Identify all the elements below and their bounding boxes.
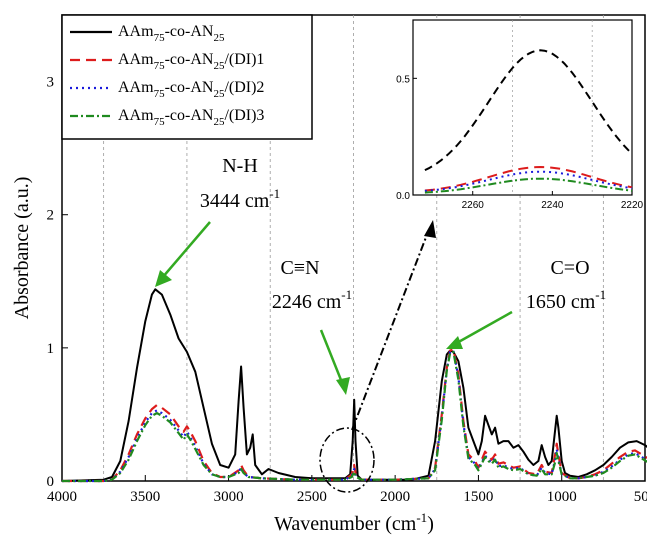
inset-series-line-3 <box>424 170 633 192</box>
annotation-cn-label: C≡N <box>280 257 319 279</box>
x-tick-label: 1000 <box>547 489 577 505</box>
inset-chart: 2260 2240 2220 0.0 0.5 <box>396 19 644 211</box>
legend-label-1: AAm75-co-AN25 <box>118 23 225 44</box>
inset-series-line-4 <box>424 177 633 194</box>
inset-x-tick-label: 2260 <box>462 200 485 211</box>
annotation-co-wavenumber: 1650 cm-1 <box>526 287 606 313</box>
series-lines <box>61 288 647 483</box>
series-line-4 <box>62 350 647 483</box>
annotation-nh: N-H 3444 cm-1 <box>155 155 280 287</box>
annotation-co-label: C=O <box>550 257 589 279</box>
annotation-co-arrow <box>454 310 513 346</box>
x-tick-label: 2500 <box>297 489 327 505</box>
inset-y-tick-label: 0.5 <box>396 74 410 85</box>
annotation-nh-label: N-H <box>222 155 258 177</box>
annotation-nh-arrow <box>161 221 211 279</box>
inset-series-line-1 <box>424 49 633 172</box>
series-line-2 <box>62 348 647 483</box>
annotation-co-arrowhead <box>446 336 463 349</box>
x-tick-label: 1500 <box>463 489 493 505</box>
zoom-arrow <box>351 231 429 431</box>
inset-y-tick-label: 0.0 <box>396 191 410 202</box>
zoom-region-ellipse <box>319 427 375 493</box>
y-tick-label: 1 <box>47 341 55 357</box>
x-axis-title: Wavenumber (cm-1) <box>274 510 434 535</box>
annotation-cn-wavenumber: 2246 cm-1 <box>272 287 352 313</box>
inset-series-line-2 <box>424 165 633 192</box>
annotation-cn-arrowhead <box>336 377 350 395</box>
x-tick-label: 500 <box>634 489 647 505</box>
annotation-nh-wavenumber: 3444 cm-1 <box>200 186 280 212</box>
inset-x-tick-label: 2240 <box>541 200 564 211</box>
annotation-co: C=O 1650 cm-1 <box>446 257 606 349</box>
annotation-nh-arrowhead <box>155 270 172 287</box>
y-tick-label: 0 <box>47 474 55 490</box>
legend-label-2: AAm75-co-AN25/(DI)1 <box>118 51 264 72</box>
y-tick-label: 3 <box>47 75 55 91</box>
x-axis: 4000 3500 3000 2500 2000 1500 1000 500 <box>47 475 647 505</box>
legend-label-3: AAm75-co-AN25/(DI)2 <box>118 79 264 100</box>
x-tick-label: 4000 <box>47 489 77 505</box>
zoom-arrowhead <box>424 220 436 238</box>
y-tick-label: 2 <box>47 208 55 224</box>
legend-box <box>61 14 313 140</box>
series-line-1 <box>61 288 647 482</box>
inset-x-tick-label: 2220 <box>621 200 644 211</box>
annotation-cn-arrow <box>319 329 345 386</box>
legend: AAm75-co-AN25 AAm75-co-AN25/(DI)1 AAm75-co… <box>61 14 313 140</box>
x-tick-label: 3500 <box>130 489 160 505</box>
x-tick-label: 3000 <box>214 489 244 505</box>
x-tick-label: 2000 <box>380 489 410 505</box>
y-axis-title: Absorbance (a.u.) <box>11 177 33 320</box>
legend-label-4: AAm75-co-AN25/(DI)3 <box>118 107 264 128</box>
annotation-cn: C≡N 2246 cm-1 <box>272 257 352 395</box>
